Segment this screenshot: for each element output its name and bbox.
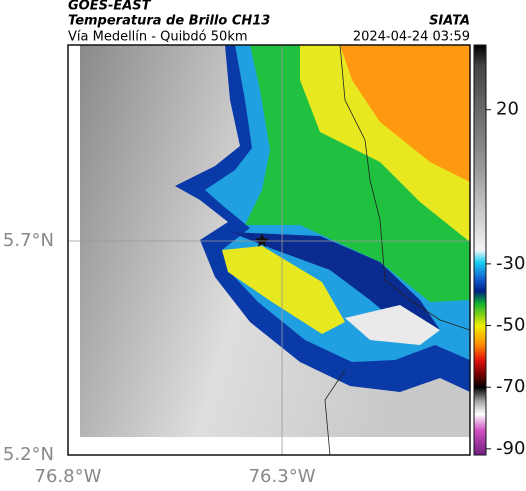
colorbar-tick-label: -90: [496, 438, 525, 459]
colorbar: [473, 44, 487, 456]
satellite-image: [80, 44, 471, 456]
x-tick-label: 76.8°W: [35, 466, 102, 487]
agency: SIATA: [429, 14, 470, 29]
source: GOES-EAST: [68, 0, 152, 14]
region: Vía Medellín - Quibdó 50km: [68, 30, 248, 45]
colorbar-tick-label: -30: [496, 253, 525, 274]
colorbar-tick-label: -50: [496, 315, 525, 336]
ticks: 76.8°W 76.3°W 5.7°N 5.2°N 20 -30 -50 -70 -90: [3, 99, 526, 487]
y-tick-label: 5.7°N: [3, 230, 54, 251]
x-tick-label: 76.3°W: [249, 466, 316, 487]
product: Temperatura de Brillo CH13: [68, 14, 270, 29]
colorbar-tick-label: 20: [496, 99, 519, 120]
colorbar-tick-label: -70: [496, 376, 525, 397]
timestamp: 2024-04-24 03:59: [353, 30, 470, 45]
y-tick-label: 5.2°N: [3, 444, 54, 465]
map-frame: [67, 44, 471, 456]
